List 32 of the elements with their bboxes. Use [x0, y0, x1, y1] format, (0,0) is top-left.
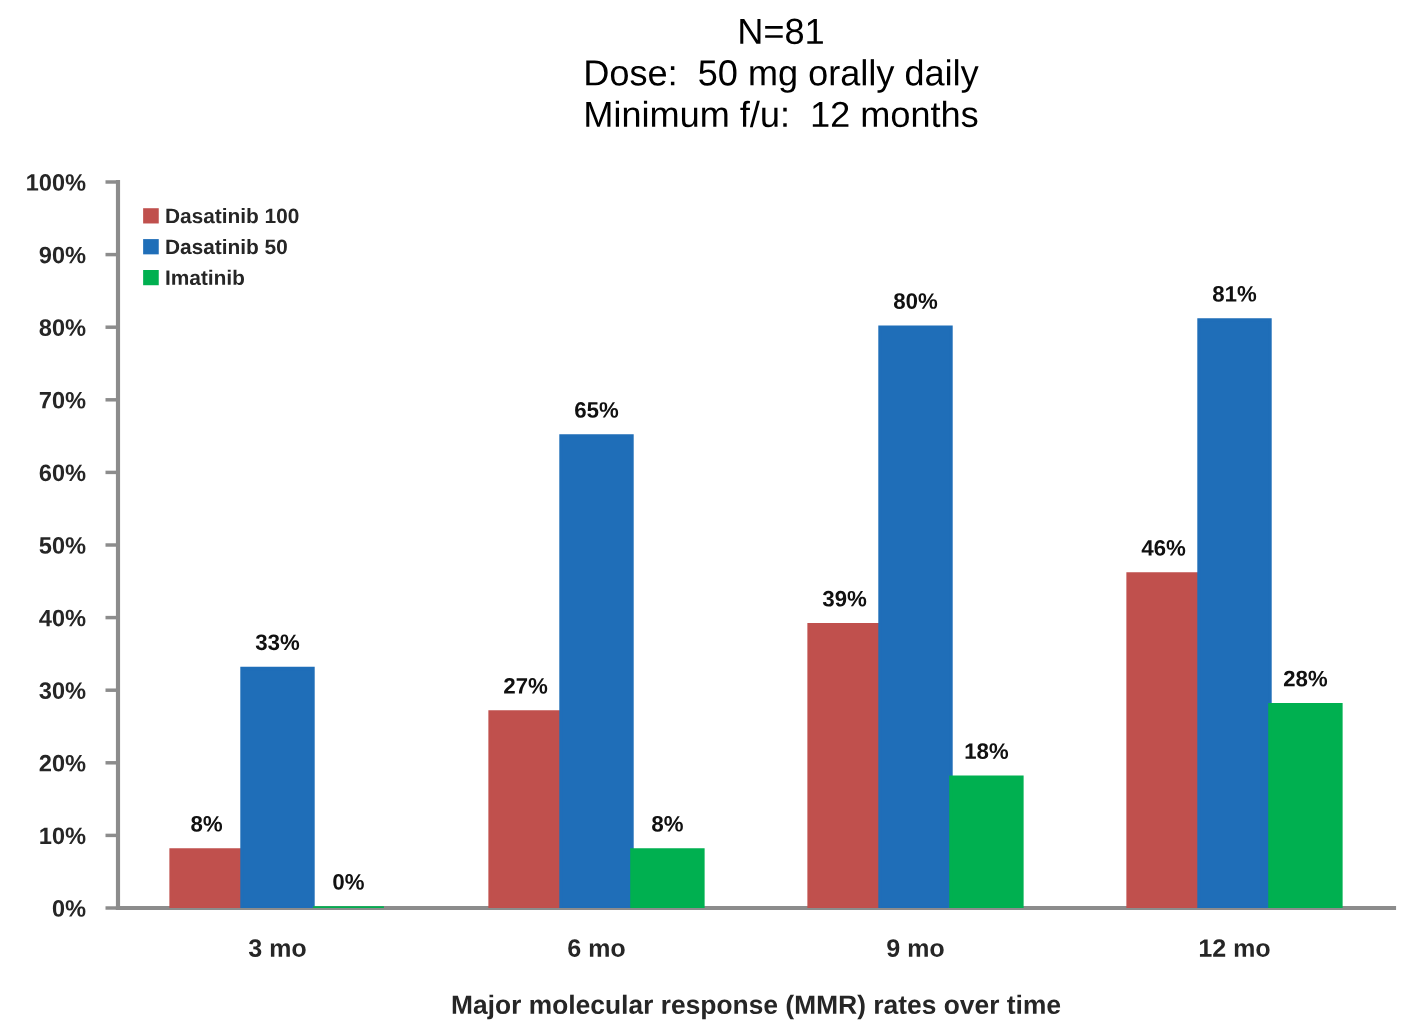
y-tick-label: 40%: [39, 609, 86, 627]
data-label: 80%: [893, 293, 938, 309]
data-label: 65%: [575, 402, 619, 418]
y-tick-label: 0%: [52, 900, 86, 917]
y-tick-label: 10%: [40, 827, 86, 845]
x-axis-title: Major molecular response (MMR) rates over time: [452, 994, 1061, 1020]
data-label: 27%: [504, 677, 548, 694]
y-tick-label: 20%: [39, 754, 86, 772]
y-tick-label: 60%: [39, 464, 86, 482]
legend-label: Dasatinib 100: [166, 208, 299, 224]
data-label: 18%: [965, 743, 1009, 760]
x-tick-label: 12 mo: [1199, 939, 1270, 957]
data-label: 0%: [333, 873, 364, 890]
legend-label: Imatinib: [166, 269, 245, 286]
x-tick-label: 9 mo: [887, 939, 944, 957]
data-label: 8%: [652, 815, 683, 832]
y-tick-label: 70%: [39, 391, 86, 409]
data-label: 28%: [1283, 670, 1328, 687]
y-tick-label: 90%: [39, 246, 86, 264]
data-label: 81%: [1212, 285, 1257, 302]
y-tick-label: 30%: [39, 682, 86, 700]
y-tick-label: 50%: [39, 537, 86, 554]
y-tick-label: 100%: [27, 174, 86, 191]
chart-title: N=81 Dose: 50 mg orally daily Minimum f/u: 12 months: [586, 18, 979, 128]
x-tick-label: 6 mo: [568, 939, 625, 957]
data-label: 46%: [1141, 540, 1186, 556]
x-tick-label: 3 mo: [248, 939, 306, 957]
y-tick-label: 80%: [39, 319, 86, 336]
legend-label: Dasatinib 50: [166, 238, 287, 255]
data-label: 33%: [255, 634, 300, 651]
data-label: 39%: [822, 590, 867, 607]
data-label: 8%: [191, 815, 223, 832]
